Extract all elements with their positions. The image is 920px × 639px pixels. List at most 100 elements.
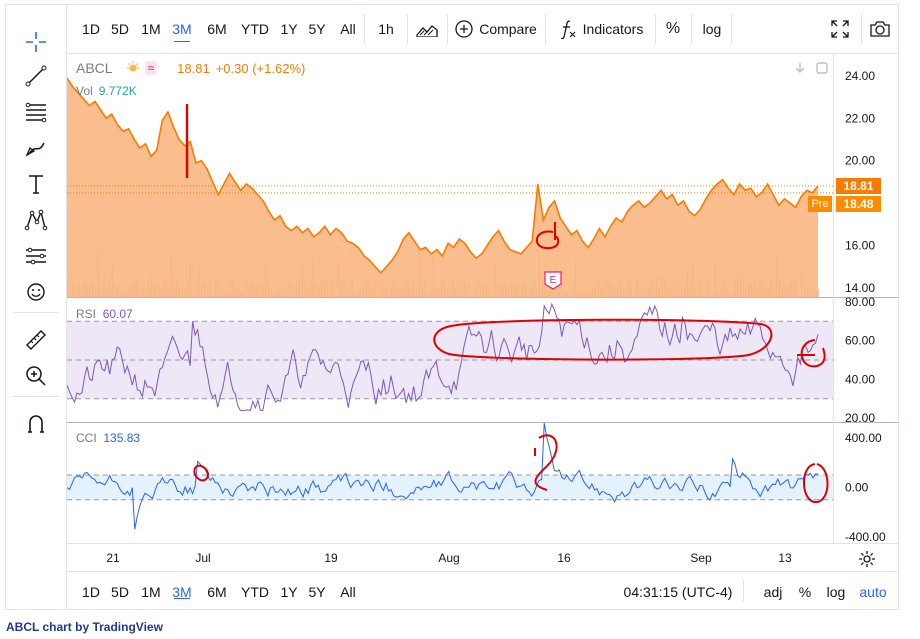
rsi-tick-label: 20.00 — [845, 411, 875, 425]
auto-toggle[interactable]: auto — [859, 583, 887, 600]
rsi-tick-label: 80.00 — [845, 295, 875, 309]
snapshot-button[interactable] — [867, 4, 893, 54]
time-tick-label: 16 — [557, 551, 571, 565]
zoom-icon[interactable] — [5, 360, 67, 392]
range-button-1d[interactable]: 1D — [82, 583, 100, 600]
chart-frame — [5, 4, 899, 610]
annotation-circle — [535, 222, 560, 250]
price-change: +0.30 (+1.62%) — [215, 60, 306, 76]
range-button-3m[interactable]: 3M — [167, 4, 197, 54]
indicators-button[interactable]: Indicators — [553, 4, 649, 54]
time-tick-label: 19 — [324, 551, 338, 565]
cci-tick-label: 400.00 — [845, 431, 882, 445]
brush-icon[interactable] — [5, 132, 67, 164]
range-button-ytd[interactable]: YTD — [241, 583, 269, 600]
fib-retracement-icon[interactable] — [5, 96, 67, 128]
cci-tick-label: 0.00 — [845, 480, 869, 494]
rsi-legend: RSI 60.07 — [76, 307, 133, 321]
cci-legend: CCI 135.83 — [76, 431, 141, 445]
time-tick-label: Jul — [195, 551, 210, 565]
range-button-5y[interactable]: 5Y — [308, 21, 326, 37]
fullscreen-icon — [831, 20, 849, 38]
annotation-rsi-circle — [797, 339, 826, 368]
function-icon — [560, 20, 576, 39]
range-button-5y[interactable]: 5Y — [308, 583, 326, 600]
range-button-1d[interactable]: 1D — [82, 21, 100, 37]
ruler-icon[interactable] — [5, 324, 67, 356]
emoji-icon[interactable] — [5, 276, 67, 308]
price-area — [67, 78, 818, 298]
range-button-5d[interactable]: 5D — [111, 583, 129, 600]
crosshair-icon[interactable] — [5, 26, 67, 58]
range-button-ytd[interactable]: YTD — [241, 21, 269, 37]
rsi-line — [67, 302, 819, 411]
price-tick-label: 24.00 — [845, 69, 875, 83]
annotation-rsi-ellipse — [433, 318, 773, 361]
range-button-1m[interactable]: 1M — [141, 583, 161, 600]
time-tick-label: 13 — [778, 551, 792, 565]
cci-tick-label: -400.00 — [845, 530, 886, 544]
price-tick-label: 16.00 — [845, 238, 875, 252]
range-button-1m[interactable]: 1M — [141, 21, 161, 37]
maximize-pane-icon[interactable] — [814, 60, 830, 76]
cci-line — [67, 422, 819, 530]
price-tick-label: 22.00 — [845, 111, 875, 125]
bottom-toolbar: 1D 5D 1M 3M 6M YTD 1Y 5Y All 04:31:15 (UTC-4) ad… — [67, 571, 899, 610]
prediction-icon[interactable] — [5, 240, 67, 272]
pattern-icon[interactable] — [5, 204, 67, 236]
text-icon[interactable] — [5, 168, 67, 200]
cci-band — [67, 474, 833, 500]
active-range-underline — [174, 41, 190, 42]
gear-icon — [859, 551, 875, 567]
main-legend: ABCL ≈ 18.81 +0.30 (+1.62%) — [76, 60, 305, 76]
percent-button[interactable]: % — [665, 20, 681, 37]
annotation-cci-question — [534, 434, 558, 491]
chart-area[interactable]: 24.0022.0020.0018.0016.0014.00E80.0060.0… — [67, 54, 899, 571]
range-button-1y[interactable]: 1Y — [280, 583, 298, 600]
percent-toggle[interactable]: % — [798, 583, 812, 600]
last-price: 18.81 — [177, 60, 210, 76]
camera-icon — [870, 21, 890, 37]
area-chart-icon — [416, 25, 438, 37]
symbol-name: ABCL — [76, 60, 113, 76]
earnings-label: E — [550, 275, 557, 286]
earnings-badge — [544, 271, 562, 290]
pane-controls — [792, 60, 830, 76]
interval-button[interactable]: 1h — [378, 21, 394, 37]
pre-market-tag: 18.48 — [836, 196, 881, 212]
clock-readout[interactable]: 04:31:15 (UTC-4) — [623, 583, 733, 600]
annotation-cci-mark — [193, 464, 209, 482]
range-button-all[interactable]: All — [340, 21, 356, 37]
chart-type-button[interactable] — [412, 4, 442, 54]
earnings-marker: E — [544, 271, 562, 290]
price-line — [67, 77, 819, 275]
time-tick-label: 21 — [106, 551, 120, 565]
range-button-6m[interactable]: 6M — [207, 21, 227, 37]
range-button-3m[interactable]: 3M — [172, 583, 192, 600]
log-toggle[interactable]: log — [826, 583, 846, 600]
volume-bar — [818, 289, 820, 297]
range-button-5d[interactable]: 5D — [111, 21, 129, 37]
magnet-icon[interactable] — [5, 408, 67, 440]
volume-legend: Vol 9.772K — [76, 84, 137, 98]
fullscreen-button[interactable] — [827, 4, 853, 54]
pre-market-label: Pre — [808, 196, 832, 212]
trend-line-icon[interactable] — [5, 60, 67, 92]
sun-cloud-icon — [126, 61, 139, 72]
adj-toggle[interactable]: adj — [763, 583, 783, 600]
log-button[interactable]: log — [702, 21, 722, 37]
active-range-underline — [174, 598, 190, 599]
range-button-1y[interactable]: 1Y — [280, 21, 298, 37]
attribution[interactable]: ABCL chart by TradingView — [6, 620, 163, 634]
plus-circle-icon — [455, 20, 473, 38]
time-tick-label: Aug — [438, 551, 459, 565]
settings-button[interactable] — [856, 548, 878, 570]
arrow-down-icon[interactable] — [792, 60, 808, 76]
drawing-toolbar — [5, 4, 67, 610]
price-tick-label: 20.00 — [845, 154, 875, 168]
compare-button[interactable]: Compare — [453, 4, 539, 54]
range-button-6m[interactable]: 6M — [207, 583, 227, 600]
range-button-all[interactable]: All — [340, 583, 356, 600]
rsi-tick-label: 60.00 — [845, 334, 875, 348]
price-tick-label: 14.00 — [845, 281, 875, 295]
